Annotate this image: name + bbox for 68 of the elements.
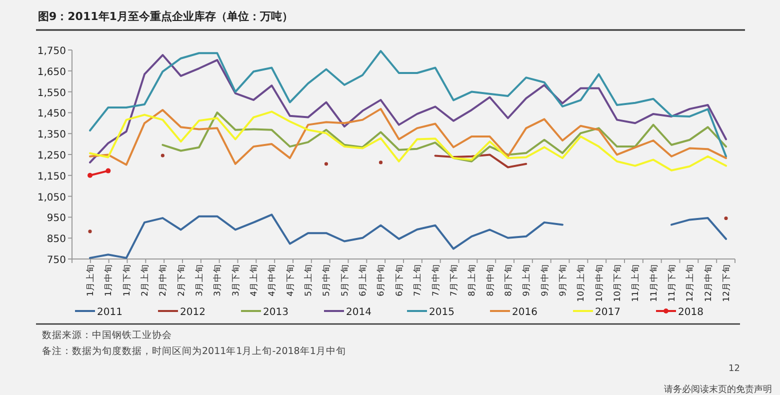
x-tick-label: 6月上旬 [358, 264, 369, 296]
x-tick-label: 12月下旬 [721, 264, 732, 302]
legend-label: 2017 [595, 307, 620, 318]
x-tick-label: 11月上旬 [630, 264, 642, 302]
y-tick-label: 1,250 [37, 150, 66, 162]
text: 12 [728, 364, 740, 374]
x-tick-label: 11月下旬 [666, 264, 678, 302]
x-tick-label: 1月中旬 [103, 264, 114, 296]
point [324, 162, 328, 166]
x-tick-label: 8月下旬 [502, 264, 514, 296]
y-tick-label: 1,150 [37, 171, 66, 182]
point [106, 168, 111, 174]
point [378, 160, 383, 164]
x-tick-label: 9月下旬 [557, 264, 568, 296]
x-tick-label: 3月下旬 [230, 264, 242, 296]
x-tick-label: 4月中旬 [266, 264, 278, 296]
x-tick-label: 11月中旬 [648, 264, 660, 302]
x-tick-label: 8月中旬 [484, 264, 496, 296]
y-tick-label: 1,350 [37, 130, 66, 141]
x-tick-label: 5月下旬 [339, 264, 350, 296]
x-tick-label: 3月中旬 [212, 264, 224, 296]
legend-label: 2013 [263, 307, 288, 318]
x-tick-label: 7月上旬 [412, 264, 424, 296]
x-tick-label: 9月中旬 [539, 264, 550, 296]
x-tick-label: 2月中旬 [158, 264, 169, 296]
x-tick-label: 2月下旬 [176, 264, 187, 296]
x-tick-label: 10月上旬 [576, 264, 587, 302]
x-tick-label: 6月中旬 [376, 264, 387, 296]
x-tick-label: 9月上旬 [521, 264, 532, 296]
text: 请务必阅读末页的免责声明 [664, 384, 772, 395]
x-tick-label: 4月下旬 [284, 264, 296, 296]
point [160, 154, 164, 158]
x-tick-label: 6月下旬 [394, 264, 405, 296]
x-tick-label: 1月下旬 [121, 264, 132, 296]
text: 备注：数据为旬度数据，时间区间为2011年1月上旬-2018年1月中旬 [42, 345, 346, 357]
y-tick-label: 1,750 [37, 46, 66, 57]
x-tick-label: 12月中旬 [702, 264, 714, 302]
source-note: 数据来源：中国钢铁工业协会 [42, 329, 172, 341]
legend-label: 2014 [346, 307, 372, 318]
x-tick-label: 7月中旬 [430, 264, 442, 296]
x-tick-label: 10月中旬 [594, 264, 605, 302]
chart-title: 图9：2011年1月至今重点企业库存（单位：万吨） [38, 10, 293, 23]
x-tick-label: 3月上旬 [194, 264, 206, 296]
x-tick-label: 7月下旬 [448, 264, 460, 296]
x-tick-label: 8月上旬 [466, 264, 478, 296]
point [88, 172, 92, 178]
line-series [162, 111, 727, 162]
x-tick-label: 5月中旬 [321, 264, 332, 296]
x-tick-label: 12月上旬 [684, 264, 696, 302]
x-tick-label: 5月上旬 [303, 264, 314, 296]
x-tick-label: 10月下旬 [612, 264, 623, 302]
point [88, 230, 92, 234]
point [724, 216, 728, 220]
y-tick-label: 1,550 [37, 88, 66, 99]
y-tick-label: 1,450 [37, 108, 66, 120]
y-tick-label: 950 [46, 213, 66, 224]
legend-label: 2011 [97, 307, 122, 318]
y-tick-label: 850 [46, 234, 66, 246]
x-tick-label: 1月上旬 [85, 264, 96, 296]
legend-label: 2016 [512, 307, 538, 318]
y-tick-label: 750 [46, 255, 66, 266]
legend-label: 2012 [180, 307, 206, 318]
y-tick-label: 1,650 [37, 66, 66, 78]
x-tick-label: 2月上旬 [140, 264, 151, 296]
y-tick-label: 1,050 [37, 192, 66, 204]
x-tick-label: 4月上旬 [248, 264, 260, 296]
legend-label: 2018 [678, 307, 704, 318]
legend-label: 2015 [429, 307, 454, 318]
